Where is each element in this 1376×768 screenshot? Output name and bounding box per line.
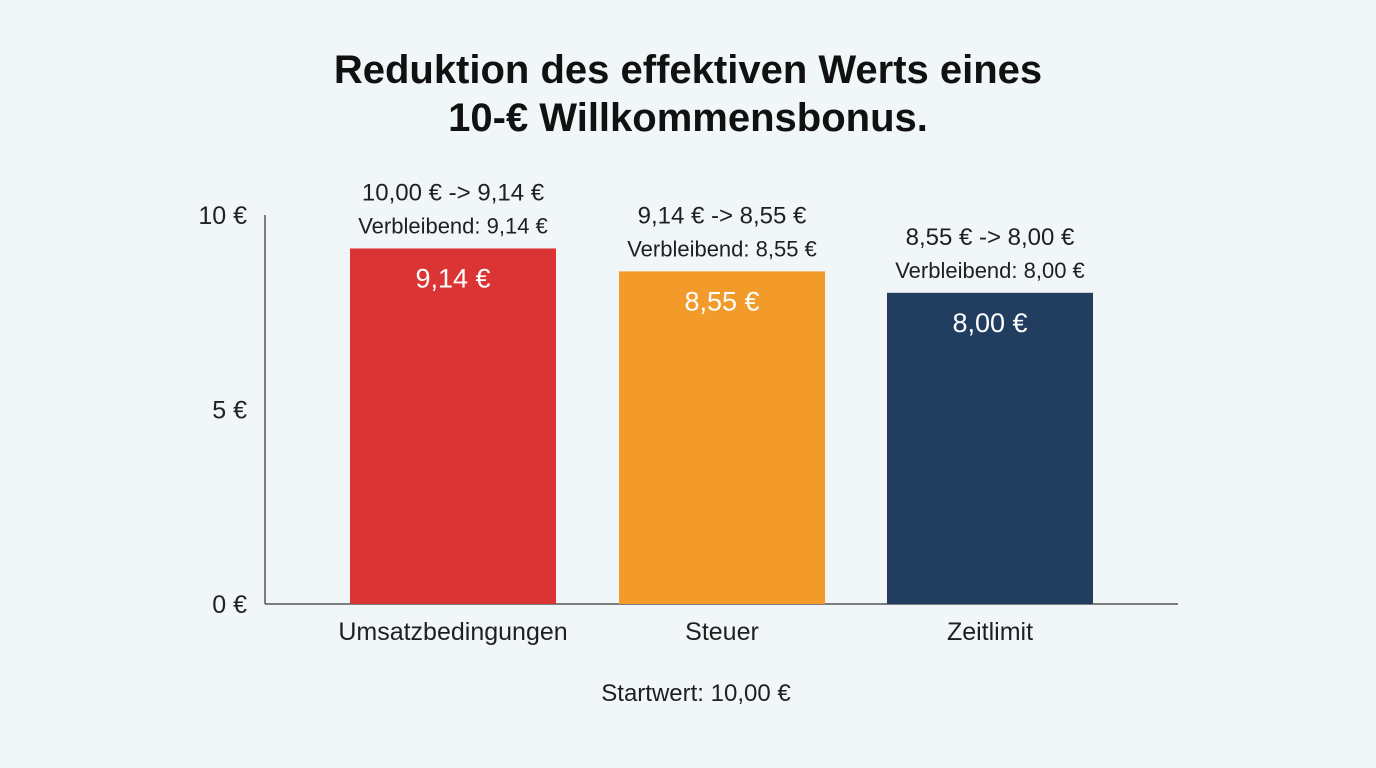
y-tick-label: 5 € xyxy=(212,397,247,425)
x-category-label: Umsatzbedingungen xyxy=(338,618,567,646)
x-category-label: Zeitlimit xyxy=(947,618,1033,646)
bar-value-label: 8,00 € xyxy=(952,308,1027,338)
bar xyxy=(619,271,825,604)
bar xyxy=(350,248,556,605)
bar-value-label: 9,14 € xyxy=(415,263,490,293)
bar xyxy=(887,292,1093,604)
bar-change-annotation: 8,55 € -> 8,00 € xyxy=(906,224,1075,251)
bar-value-label: 8,55 € xyxy=(684,286,759,316)
bar-remaining-annotation: Verbleibend: 8,00 € xyxy=(895,258,1085,283)
chart-title-line-2: 10-€ Willkommensbonus. xyxy=(448,96,928,140)
chart-title-line-1: Reduktion des effektiven Werts eines xyxy=(333,48,1043,92)
bar-change-annotation: 9,14 € -> 8,55 € xyxy=(638,202,807,229)
y-tick-label: 10 € xyxy=(198,202,247,230)
y-tick-label: 0 € xyxy=(212,591,247,619)
bar-change-annotation: 10,00 € -> 9,14 € xyxy=(362,179,545,206)
bar-remaining-annotation: Verbleibend: 9,14 € xyxy=(358,213,548,238)
start-value-note: Startwert: 10,00 € xyxy=(601,680,791,707)
bar-remaining-annotation: Verbleibend: 8,55 € xyxy=(627,236,817,261)
x-category-label: Steuer xyxy=(685,618,759,646)
